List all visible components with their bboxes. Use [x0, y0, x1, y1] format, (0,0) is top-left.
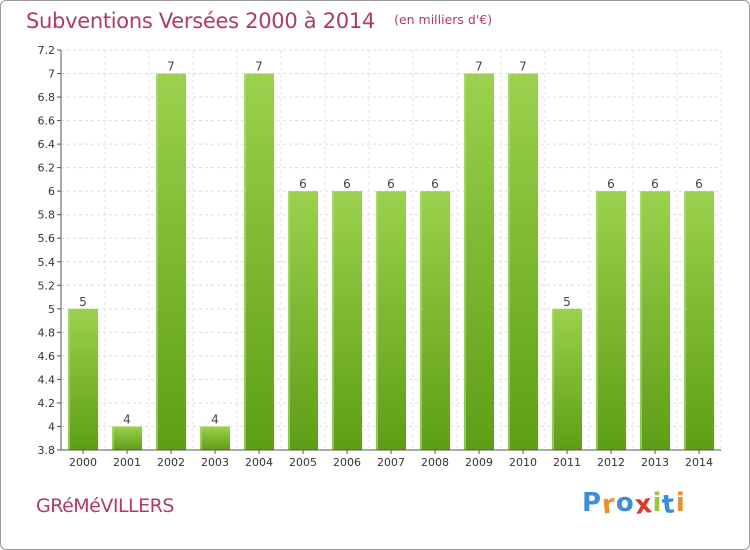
data-label: 6: [695, 177, 703, 191]
bar-highlight: [156, 73, 158, 450]
bar-highlight: [508, 73, 510, 450]
data-label: 7: [475, 60, 483, 74]
bar-highlight: [200, 426, 202, 450]
bar-highlight: [596, 191, 598, 451]
y-tick-label: 5.4: [38, 256, 56, 269]
bar-2007: [376, 191, 406, 451]
bar-highlight: [112, 426, 114, 450]
y-tick-label: 4: [48, 420, 55, 433]
x-tick-label: 2007: [377, 456, 405, 469]
data-label: 6: [343, 177, 351, 191]
logo-letter: i: [652, 488, 663, 518]
data-label: 6: [299, 177, 307, 191]
bar-highlight: [684, 191, 686, 451]
x-tick-label: 2004: [245, 456, 273, 469]
data-label: 7: [519, 60, 527, 74]
x-tick-label: 2001: [113, 456, 141, 469]
bars: [68, 73, 714, 451]
y-tick-label: 5.6: [38, 232, 56, 245]
data-label: 4: [211, 412, 219, 426]
x-tick-label: 2011: [553, 456, 581, 469]
bar-highlight: [68, 308, 70, 450]
bar-2008: [420, 191, 450, 451]
data-label: 7: [255, 60, 263, 74]
bar-highlight: [332, 191, 334, 451]
x-tick-label: 2012: [597, 456, 625, 469]
data-label: 4: [123, 412, 131, 426]
data-label: 6: [387, 177, 395, 191]
y-tick-label: 7.2: [38, 44, 56, 57]
logo-letter: o: [615, 488, 635, 518]
bar-highlight: [420, 191, 422, 451]
chart-title: Subventions Versées 2000 à 2014: [26, 9, 375, 33]
bar-highlight: [244, 73, 246, 450]
data-label: 7: [167, 60, 175, 74]
bar-2010: [508, 73, 538, 450]
chart-subtitle: (en milliers d'€): [394, 12, 493, 27]
bar-2005: [288, 191, 318, 451]
y-tick-label: 4.4: [38, 373, 56, 386]
x-tick-label: 2005: [289, 456, 317, 469]
commune-name: GRéMéVILLERS: [36, 495, 174, 517]
bar-2013: [640, 191, 670, 451]
title-row: Subventions Versées 2000 à 2014 (en mill…: [26, 9, 492, 33]
x-tick-label: 2014: [685, 456, 713, 469]
data-label: 6: [431, 177, 439, 191]
logo-letter: P: [582, 488, 603, 518]
x-tick-label: 2003: [201, 456, 229, 469]
y-tick-label: 6.8: [38, 91, 56, 104]
proxiti-logo: Proxiti: [582, 488, 686, 521]
logo-letter: x: [633, 489, 655, 521]
y-tick-label: 5: [48, 303, 55, 316]
x-tick-label: 2006: [333, 456, 361, 469]
bar-highlight: [464, 73, 466, 450]
y-tick-label: 3.8: [38, 444, 56, 457]
y-tick-label: 5.8: [38, 209, 56, 222]
x-tick-label: 2008: [421, 456, 449, 469]
y-tick-label: 4.6: [38, 350, 56, 363]
y-tick-label: 6.2: [38, 162, 56, 175]
x-tick-label: 2009: [465, 456, 493, 469]
bar-2006: [332, 191, 362, 451]
y-tick-label: 7: [48, 68, 55, 81]
bar-2001: [112, 426, 142, 450]
data-label: 6: [651, 177, 659, 191]
bar-highlight: [552, 308, 554, 450]
y-tick-label: 6: [48, 185, 55, 198]
y-tick-label: 6.4: [38, 138, 56, 151]
labels: 3.8 4 4.2 4.4 4.6 4.8 5 5.2 5.4 5.6 5.8 6 6.2 6.4 6.6 6…: [38, 44, 714, 469]
bar-highlight: [376, 191, 378, 451]
bar-highlight: [288, 191, 290, 451]
bar-highlight: [640, 191, 642, 451]
x-tick-label: 2013: [641, 456, 669, 469]
bar-2011: [552, 308, 582, 450]
y-tick-label: 4.2: [38, 397, 56, 410]
logo-letter: i: [675, 488, 686, 518]
x-tick-label: 2000: [69, 456, 97, 469]
data-label: 5: [563, 295, 571, 309]
data-label: 6: [607, 177, 615, 191]
bar-2012: [596, 191, 626, 451]
x-tick-label: 2010: [509, 456, 537, 469]
bar-2004: [244, 73, 274, 450]
y-tick-label: 6.6: [38, 115, 56, 128]
logo-letter: r: [600, 489, 618, 521]
bar-2000: [68, 308, 98, 450]
axes: [57, 49, 721, 454]
bar-2014: [684, 191, 714, 451]
y-tick-label: 4.8: [38, 326, 56, 339]
x-tick-label: 2002: [157, 456, 185, 469]
bar-2009: [464, 73, 494, 450]
y-tick-label: 5.2: [38, 279, 56, 292]
bar-2003: [200, 426, 230, 450]
data-label: 5: [79, 295, 87, 309]
bar-2002: [156, 73, 186, 450]
